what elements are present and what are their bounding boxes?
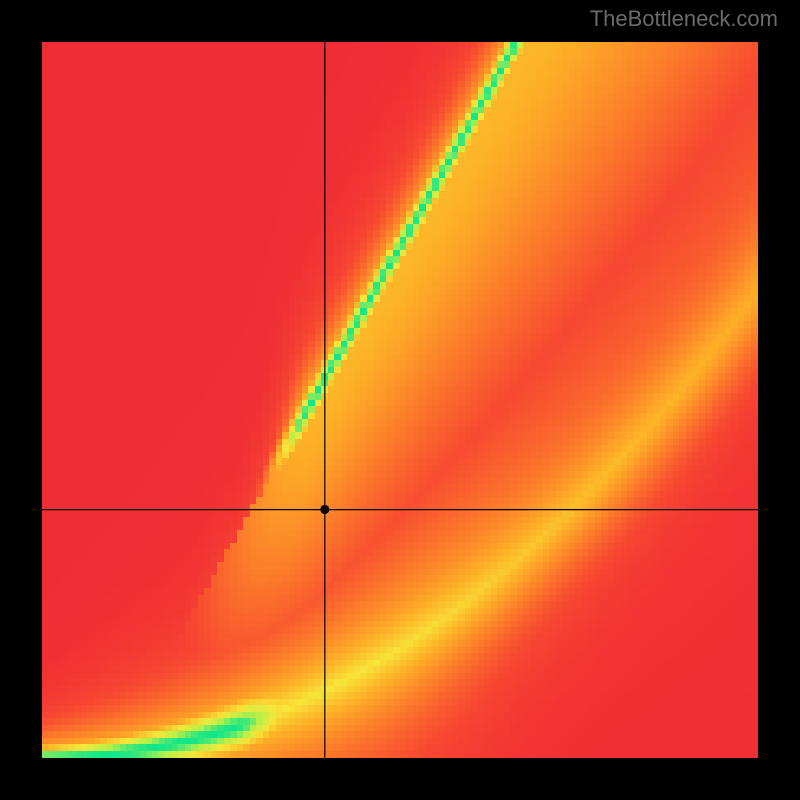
watermark-text: TheBottleneck.com	[590, 6, 778, 32]
plot-frame	[42, 42, 758, 758]
heatmap-canvas	[42, 42, 758, 758]
root: TheBottleneck.com	[0, 0, 800, 800]
